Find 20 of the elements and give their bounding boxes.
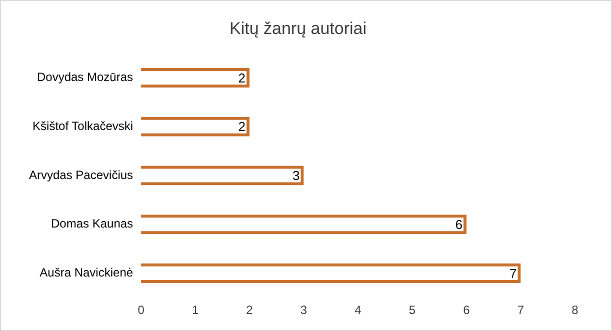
x-tick-label: 5 <box>408 303 416 318</box>
y-tick-label: Arvydas Pacevičius <box>28 168 134 182</box>
x-tick-label: 1 <box>192 303 199 318</box>
x-tick-label: 0 <box>138 303 145 318</box>
x-tick-label: 7 <box>517 303 524 318</box>
y-tick-label: Kšištof Tolkačevski <box>32 118 134 133</box>
data-label: 2 <box>238 70 246 86</box>
data-label: 6 <box>455 216 463 232</box>
y-tick-label: Aušra Navickienė <box>40 265 134 280</box>
data-label: 3 <box>292 168 300 184</box>
x-tick-label: 3 <box>300 303 308 318</box>
x-tick-label: 4 <box>354 303 362 318</box>
data-label: 2 <box>238 119 246 134</box>
x-tick-label: 6 <box>463 303 470 318</box>
y-tick-label: Dovydas Mozūras <box>36 70 134 84</box>
x-tick-label: 2 <box>246 303 254 318</box>
y-tick-label: Domas Kaunas <box>50 216 134 231</box>
data-label: 7 <box>510 266 517 281</box>
x-tick-label: 8 <box>572 303 579 318</box>
chart-title: Kitų žanrų autoriai <box>229 18 367 38</box>
